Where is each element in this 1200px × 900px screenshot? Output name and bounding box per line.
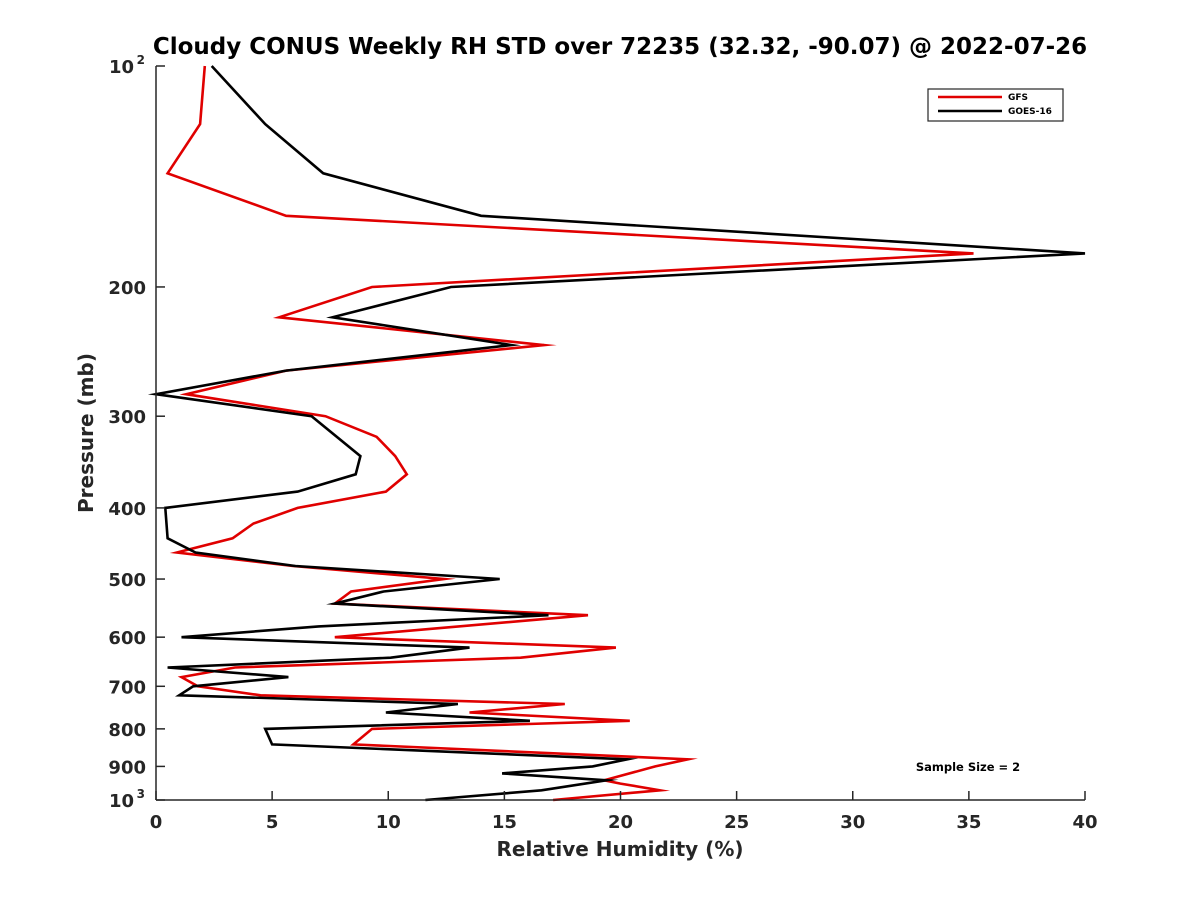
x-tick-label: 10 xyxy=(376,812,401,833)
series-layer xyxy=(147,65,1086,802)
series-line-gfs xyxy=(165,65,974,802)
legend-box xyxy=(927,88,1064,122)
x-tick-label: 40 xyxy=(1072,812,1097,833)
legend: GFS GOES-16 xyxy=(927,88,1064,122)
y-tick-label: 900 xyxy=(108,757,146,778)
y-tick-label-exponent: 3 xyxy=(137,787,145,801)
x-axis-ticks: 0 5 10 15 20 25 30 35 40 xyxy=(150,791,1098,833)
x-tick-label: 15 xyxy=(492,812,517,833)
y-tick-label: 10 xyxy=(109,791,134,812)
y-tick-label: 600 xyxy=(108,628,146,649)
x-axis-label: Relative Humidity (%) xyxy=(496,837,743,861)
plot-area: 0 5 10 15 20 25 30 35 40 10 220030040050060070080… xyxy=(108,53,1097,833)
y-tick-label: 400 xyxy=(108,499,146,520)
y-axis-label: Pressure (mb) xyxy=(74,353,98,513)
y-tick-label: 700 xyxy=(108,677,146,698)
y-tick-label: 300 xyxy=(108,407,146,428)
y-tick-label: 10 xyxy=(109,57,134,78)
x-tick-label: 5 xyxy=(266,812,279,833)
y-tick-label: 800 xyxy=(108,720,146,741)
x-tick-label: 25 xyxy=(724,812,749,833)
y-tick-label-exponent: 2 xyxy=(137,53,145,67)
legend-label-gfs: GFS xyxy=(1008,93,1028,103)
y-tick-label: 500 xyxy=(108,570,146,591)
y-tick-label: 200 xyxy=(108,278,146,299)
chart-title: Cloudy CONUS Weekly RH STD over 72235 (3… xyxy=(153,34,1087,60)
x-tick-label: 30 xyxy=(840,812,865,833)
series-line-goes16 xyxy=(147,65,1086,802)
x-tick-label: 20 xyxy=(608,812,633,833)
x-tick-label: 0 xyxy=(150,812,163,833)
x-tick-label: 35 xyxy=(956,812,981,833)
legend-label-goes16: GOES-16 xyxy=(1008,107,1052,117)
sample-size-annotation: Sample Size = 2 xyxy=(916,760,1020,774)
